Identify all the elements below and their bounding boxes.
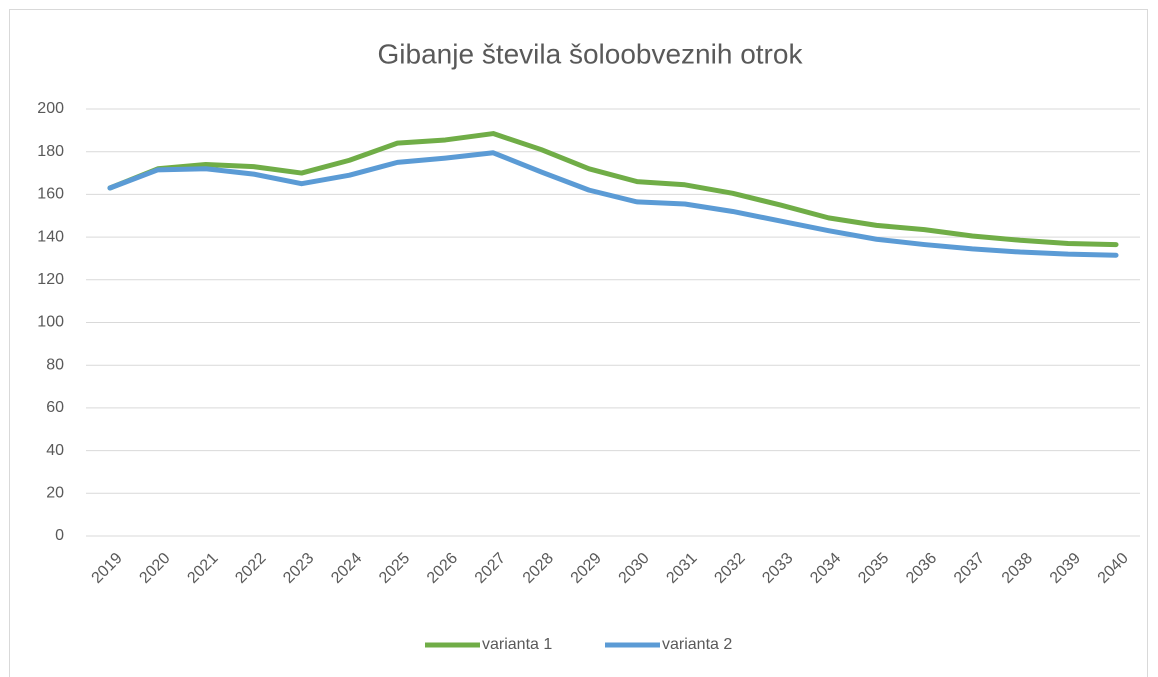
- chart-title: Gibanje števila šoloobveznih otrok: [378, 38, 804, 69]
- legend-label: varianta 1: [482, 636, 552, 653]
- y-tick-label: 200: [37, 100, 64, 117]
- y-tick-label: 100: [37, 314, 64, 331]
- y-tick-label: 60: [46, 399, 64, 416]
- series-line: [107, 150, 1119, 258]
- y-tick-label: 120: [37, 271, 64, 288]
- y-tick-label: 20: [46, 485, 64, 502]
- series-line: [107, 131, 1119, 248]
- y-tick-label: 140: [37, 228, 64, 245]
- y-tick-label: 0: [55, 527, 64, 544]
- y-tick-label: 80: [46, 356, 64, 373]
- y-tick-label: 180: [37, 143, 64, 160]
- y-tick-label: 40: [46, 442, 64, 459]
- chart-border: [9, 9, 1148, 677]
- y-tick-label: 160: [37, 186, 64, 203]
- legend-label: varianta 2: [662, 636, 732, 653]
